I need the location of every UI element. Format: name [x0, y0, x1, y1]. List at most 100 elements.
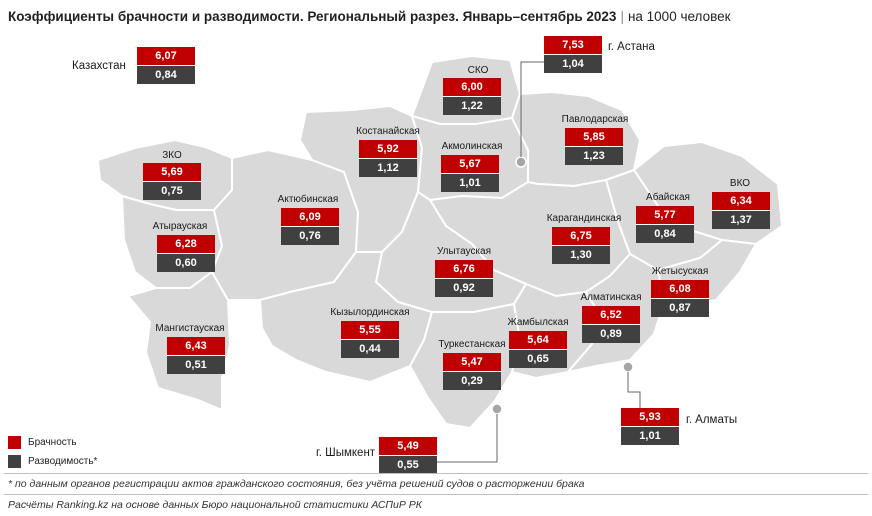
label-karaganda: Карагандинская	[546, 213, 622, 224]
pair-ulytau: 6,76 0,92	[435, 260, 493, 297]
pair-kyzylorda: 5,55 0,44	[341, 321, 399, 358]
divorce-akmola: 1,01	[441, 174, 499, 192]
marriage-atyrau: 6,28	[157, 235, 215, 254]
pair-turkestan: 5,47 0,29	[443, 353, 501, 390]
label-kyzylorda: Кызылординская	[330, 307, 410, 318]
legend-swatch-marriage	[8, 436, 21, 449]
leader-almaty	[627, 372, 641, 408]
pair-aktobe: 6,09 0,76	[281, 208, 339, 245]
pair-zko: 5,69 0,75	[143, 163, 201, 200]
pair-pavlodar: 5,85 1,23	[565, 128, 623, 165]
label-kostanay: Костанайская	[356, 126, 420, 137]
footnote-divider	[4, 473, 868, 474]
divorce-ulytau: 0,92	[435, 279, 493, 297]
label-pavlodar: Павлодарская	[561, 114, 629, 125]
label-zhetysu: Жетысуская	[651, 266, 709, 277]
marriage-karaganda: 6,75	[552, 227, 610, 246]
label-akmola: Акмолинская	[441, 141, 503, 152]
pair-karaganda: 6,75 1,30	[552, 227, 610, 264]
divorce-atyrau: 0,60	[157, 254, 215, 272]
pair-sko: 6,00 1,22	[443, 78, 501, 115]
marriage-pavlodar: 5,85	[565, 128, 623, 147]
divorce-vko: 1,37	[712, 211, 770, 229]
divorce-kostanay: 1,12	[359, 159, 417, 177]
marriage-ulytau: 6,76	[435, 260, 493, 279]
marriage-zhetysu: 6,08	[651, 280, 709, 299]
pair-zhetysu: 6,08 0,87	[651, 280, 709, 317]
label-aktobe: Актюбинская	[277, 194, 339, 205]
divorce-abay: 0,84	[636, 225, 694, 243]
pair-zhambyl: 5,64 0,65	[509, 331, 567, 368]
title-separator: |	[620, 9, 624, 24]
marriage-almaty: 5,93	[621, 408, 679, 427]
label-shymkent: г. Шымкент	[316, 447, 376, 459]
leader-shymkent	[436, 414, 498, 463]
divorce-almaty: 1,01	[621, 427, 679, 445]
marriage-shymkent: 5,49	[379, 437, 437, 456]
pair-atyrau: 6,28 0,60	[157, 235, 215, 272]
label-almaty: г. Алматы	[686, 414, 738, 426]
pair-vko: 6,34 1,37	[712, 192, 770, 229]
marriage-akmola: 5,67	[441, 155, 499, 174]
pin-astana	[515, 156, 527, 168]
label-atyrau: Атырауская	[152, 221, 208, 232]
divorce-astana: 1,04	[544, 55, 602, 73]
legend-label-divorce: Разводимость*	[28, 456, 98, 467]
divorce-mangystau: 0,51	[167, 356, 225, 374]
pair-shymkent: 5,49 0,55	[379, 437, 437, 474]
label-mangystau: Мангистауская	[155, 323, 225, 334]
title-unit: на 1000 человек	[627, 9, 731, 24]
marriage-vko: 6,34	[712, 192, 770, 211]
label-vko: ВКО	[729, 178, 751, 189]
label-zko: ЗКО	[162, 150, 182, 161]
pair-almaty: 5,93 1,01	[621, 408, 679, 445]
marriage-zko: 5,69	[143, 163, 201, 182]
marriage-zhambyl: 5,64	[509, 331, 567, 350]
label-almaty-obl: Алматинская	[580, 292, 642, 303]
pair-almaty-obl: 6,52 0,89	[582, 306, 640, 343]
divorce-sko: 1,22	[443, 97, 501, 115]
pair-abay: 5,77 0,84	[636, 206, 694, 243]
label-country: Казахстан	[72, 60, 126, 72]
divorce-turkestan: 0,29	[443, 372, 501, 390]
pin-almaty	[622, 361, 634, 373]
marriage-aktobe: 6,09	[281, 208, 339, 227]
footnote: * по данным органов регистрации актов гр…	[8, 478, 585, 490]
source-divider	[4, 494, 868, 495]
label-sko: СКО	[467, 65, 489, 76]
label-turkestan: Туркестанская	[438, 339, 506, 350]
divorce-country: 0,84	[137, 66, 195, 84]
marriage-kyzylorda: 5,55	[341, 321, 399, 340]
legend-label-marriage: Брачность	[28, 437, 77, 448]
marriage-astana: 7,53	[544, 36, 602, 55]
marriage-mangystau: 6,43	[167, 337, 225, 356]
label-ulytau: Улытауская	[436, 246, 492, 257]
divorce-kyzylorda: 0,44	[341, 340, 399, 358]
leader-astana	[520, 61, 544, 157]
divorce-aktobe: 0,76	[281, 227, 339, 245]
pair-mangystau: 6,43 0,51	[167, 337, 225, 374]
label-zhambyl: Жамбылская	[507, 317, 569, 328]
divorce-zhambyl: 0,65	[509, 350, 567, 368]
pair-kostanay: 5,92 1,12	[359, 140, 417, 177]
pin-shymkent	[491, 403, 503, 415]
divorce-shymkent: 0,55	[379, 456, 437, 474]
divorce-zko: 0,75	[143, 182, 201, 200]
source-note: Расчёты Ranking.kz на основе данных Бюро…	[8, 499, 422, 511]
chart-title: Коэффициенты брачности и разводимости. Р…	[8, 9, 731, 24]
marriage-almaty-obl: 6,52	[582, 306, 640, 325]
divorce-almaty-obl: 0,89	[582, 325, 640, 343]
pair-country: 6,07 0,84	[137, 47, 195, 84]
marriage-sko: 6,00	[443, 78, 501, 97]
pair-astana: 7,53 1,04	[544, 36, 602, 73]
divorce-pavlodar: 1,23	[565, 147, 623, 165]
legend-swatch-divorce	[8, 455, 21, 468]
label-astana: г. Астана	[608, 41, 655, 53]
marriage-country: 6,07	[137, 47, 195, 66]
title-main: Коэффициенты брачности и разводимости. Р…	[8, 9, 617, 24]
divorce-zhetysu: 0,87	[651, 299, 709, 317]
pair-akmola: 5,67 1,01	[441, 155, 499, 192]
marriage-abay: 5,77	[636, 206, 694, 225]
marriage-kostanay: 5,92	[359, 140, 417, 159]
label-abay: Абайская	[646, 192, 690, 203]
